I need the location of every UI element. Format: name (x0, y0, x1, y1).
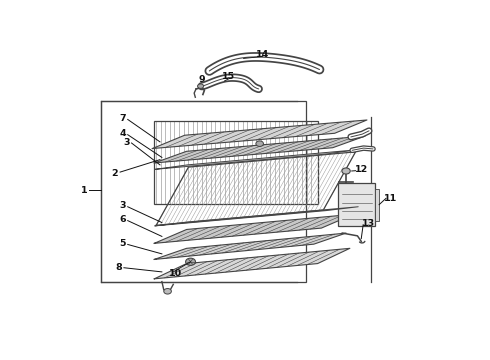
Text: 2: 2 (111, 169, 118, 178)
Text: 3: 3 (120, 201, 126, 210)
Polygon shape (154, 136, 365, 163)
Circle shape (186, 258, 196, 265)
Bar (374, 189, 379, 221)
Text: 3: 3 (123, 139, 130, 148)
Text: 9: 9 (198, 75, 205, 84)
Polygon shape (155, 207, 358, 226)
Bar (339, 183, 374, 226)
Text: 8: 8 (116, 263, 122, 272)
Text: 15: 15 (222, 72, 235, 81)
Text: 7: 7 (120, 114, 126, 123)
Text: 4: 4 (120, 129, 126, 138)
Circle shape (342, 168, 350, 174)
Circle shape (164, 288, 171, 294)
Text: 10: 10 (169, 269, 182, 278)
Text: 6: 6 (120, 215, 126, 224)
Bar (154, 121, 318, 204)
Polygon shape (155, 150, 358, 169)
Text: 11: 11 (384, 194, 397, 203)
Polygon shape (154, 248, 350, 279)
Text: 5: 5 (120, 239, 126, 248)
Polygon shape (152, 120, 367, 149)
Polygon shape (154, 233, 346, 260)
Polygon shape (154, 214, 354, 243)
Text: 14: 14 (256, 50, 269, 59)
Bar (101, 102, 306, 282)
Text: 1: 1 (81, 186, 87, 195)
Text: 13: 13 (362, 220, 375, 229)
Circle shape (256, 141, 264, 147)
Text: 12: 12 (355, 165, 368, 174)
Circle shape (197, 84, 204, 89)
